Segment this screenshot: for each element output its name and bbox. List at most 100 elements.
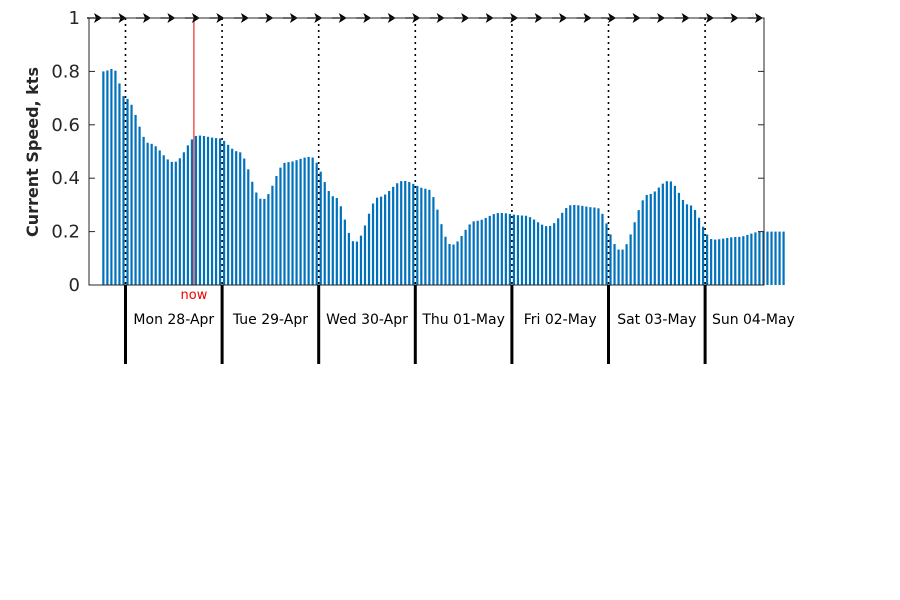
speed-bar bbox=[110, 68, 113, 285]
speed-bar bbox=[565, 208, 568, 285]
speed-bar bbox=[432, 197, 435, 285]
speed-bar bbox=[227, 144, 230, 285]
y-tick-label: 0.8 bbox=[51, 61, 80, 82]
speed-bar bbox=[287, 162, 290, 285]
speed-bar bbox=[263, 198, 266, 285]
speed-bar bbox=[174, 161, 177, 285]
speed-bar bbox=[456, 241, 459, 285]
speed-bar bbox=[388, 190, 391, 285]
day-label: Thu 01-May bbox=[421, 312, 505, 328]
speed-bar bbox=[303, 157, 306, 285]
speed-bar bbox=[476, 220, 479, 285]
speed-bar bbox=[472, 221, 475, 285]
speed-bar bbox=[404, 181, 407, 285]
speed-bars bbox=[102, 68, 785, 286]
speed-bar bbox=[581, 205, 584, 285]
speed-bar bbox=[367, 213, 371, 285]
speed-bar bbox=[738, 236, 741, 285]
day-label: Sun 04-May bbox=[712, 312, 795, 328]
speed-bar bbox=[408, 182, 411, 285]
speed-bar bbox=[122, 96, 125, 285]
day-gridlines bbox=[124, 18, 706, 285]
speed-bar bbox=[436, 209, 439, 285]
speed-bar bbox=[384, 194, 387, 285]
speed-bar bbox=[710, 239, 713, 285]
speed-bar bbox=[677, 192, 681, 285]
speed-bar bbox=[223, 140, 226, 285]
speed-bar bbox=[130, 104, 133, 285]
speed-bar bbox=[170, 161, 173, 285]
speed-bar bbox=[166, 159, 169, 285]
speed-bar bbox=[106, 70, 109, 285]
day-label: Sat 03-May bbox=[617, 312, 696, 328]
speed-bar bbox=[190, 139, 194, 285]
speed-bar bbox=[448, 243, 451, 285]
y-tick-label: 0.4 bbox=[51, 168, 80, 189]
speed-bar bbox=[492, 214, 495, 285]
speed-bar bbox=[440, 224, 443, 285]
speed-bar bbox=[746, 234, 749, 285]
speed-bar bbox=[283, 162, 286, 285]
day-axis: Mon 28-Apr Tue 29-Apr Wed 30-Apr Thu 01-May… bbox=[124, 285, 795, 364]
speed-bar bbox=[412, 183, 415, 285]
day-label: Tue 29-Apr bbox=[232, 312, 308, 328]
speed-bar bbox=[460, 236, 463, 285]
plot-frame bbox=[88, 17, 765, 286]
speed-bar bbox=[210, 137, 214, 285]
speed-bar bbox=[379, 196, 383, 285]
speed-bar bbox=[311, 157, 314, 285]
speed-bar bbox=[532, 219, 536, 285]
speed-bar bbox=[549, 225, 552, 285]
speed-bar bbox=[355, 241, 359, 285]
speed-bar bbox=[291, 161, 294, 285]
speed-bar bbox=[754, 232, 757, 285]
speed-bar bbox=[480, 219, 483, 285]
speed-bar bbox=[299, 158, 302, 285]
speed-bar bbox=[178, 158, 181, 285]
speed-bar bbox=[134, 114, 137, 285]
speed-bar bbox=[347, 232, 350, 285]
speed-bar bbox=[331, 196, 334, 285]
speed-bar bbox=[685, 204, 689, 285]
speed-bar bbox=[484, 217, 487, 285]
speed-bar bbox=[142, 136, 145, 285]
y-tick-label: 0 bbox=[69, 275, 80, 296]
speed-bar bbox=[689, 205, 693, 285]
speed-bar bbox=[202, 136, 206, 285]
speed-bar bbox=[114, 70, 117, 285]
speed-bar bbox=[396, 183, 399, 285]
speed-bar bbox=[307, 156, 310, 285]
speed-bar bbox=[557, 218, 560, 285]
speed-bar bbox=[597, 208, 600, 285]
y-tick-label: 1 bbox=[69, 8, 80, 29]
speed-bar bbox=[102, 71, 105, 286]
speed-bar bbox=[697, 217, 701, 285]
speed-bar bbox=[520, 215, 524, 285]
speed-bar bbox=[742, 236, 745, 285]
speed-bar bbox=[267, 194, 270, 285]
speed-bar bbox=[637, 210, 640, 285]
speed-bar bbox=[553, 223, 556, 285]
speed-bar bbox=[653, 191, 656, 285]
speed-bar bbox=[601, 213, 604, 285]
now-label: now bbox=[181, 288, 208, 303]
speed-bar bbox=[335, 198, 338, 285]
speed-bar bbox=[154, 146, 157, 285]
speed-bar bbox=[420, 187, 423, 285]
speed-bar bbox=[295, 160, 298, 285]
speed-bar bbox=[359, 235, 363, 285]
speed-bar bbox=[194, 135, 198, 285]
speed-bar bbox=[561, 212, 564, 285]
speed-bar bbox=[621, 249, 624, 285]
speed-bar bbox=[464, 229, 467, 285]
speed-bar bbox=[206, 136, 210, 285]
speed-bar bbox=[585, 206, 588, 285]
speed-bar bbox=[649, 193, 652, 285]
speed-bar bbox=[251, 181, 254, 285]
day-label: Wed 30-Apr bbox=[326, 312, 408, 328]
speed-bar bbox=[118, 83, 121, 285]
speed-bar bbox=[681, 199, 685, 285]
now-marker: now bbox=[181, 18, 208, 303]
speed-bar bbox=[701, 226, 705, 285]
speed-bar bbox=[363, 225, 367, 285]
